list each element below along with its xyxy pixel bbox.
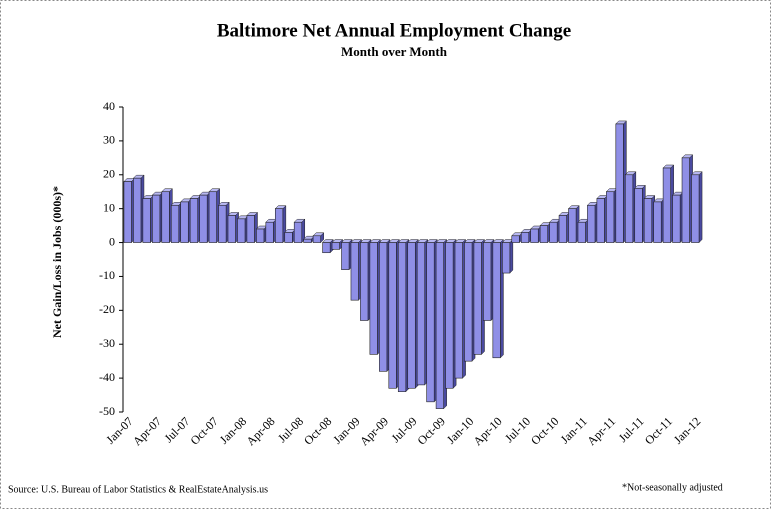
bar [624, 174, 634, 243]
bar [303, 238, 312, 243]
y-tick-label: 20 [103, 167, 115, 181]
bar [568, 208, 577, 243]
bar [539, 225, 549, 243]
bar [189, 198, 199, 243]
bar [577, 221, 586, 243]
bar [634, 188, 643, 243]
bar [341, 242, 350, 270]
bar [293, 221, 303, 243]
bar [246, 215, 255, 243]
bar [662, 167, 671, 243]
bar [643, 198, 653, 243]
y-tick-label: -30 [99, 336, 115, 350]
y-tick-label: -10 [99, 268, 115, 282]
bar [360, 242, 369, 321]
bar [445, 242, 454, 389]
bar-side [698, 171, 703, 244]
y-tick-label: 30 [103, 133, 115, 147]
bar [331, 242, 340, 250]
bar [558, 215, 567, 243]
y-tick-label: 10 [103, 200, 115, 214]
bar [170, 204, 180, 243]
source: Source: U.S. Bureau of Labor Statistics … [8, 484, 268, 495]
note: *Not-seasonally adjusted [622, 482, 723, 493]
bar [388, 242, 397, 389]
bar [312, 235, 321, 243]
bar [142, 198, 151, 243]
bar [454, 242, 463, 379]
bar [653, 201, 662, 243]
bar [265, 221, 274, 243]
bar [123, 181, 132, 243]
bar [397, 242, 407, 392]
bar [152, 194, 161, 243]
bar [322, 242, 331, 254]
bar [615, 123, 624, 243]
bar [369, 242, 378, 355]
y-tick-label: 0 [109, 234, 115, 248]
y-tick-label: -20 [99, 302, 115, 316]
bar [284, 232, 293, 243]
bar [256, 228, 265, 243]
bar [473, 242, 482, 355]
y-tick-label: -50 [99, 404, 115, 418]
bar [227, 215, 236, 243]
bar [492, 242, 501, 359]
bar [511, 235, 520, 243]
bar [520, 232, 530, 243]
y-tick-label: 40 [103, 99, 115, 113]
bar [502, 242, 511, 274]
bar [691, 174, 700, 243]
bar [596, 198, 605, 243]
bar [274, 208, 284, 243]
bar [199, 194, 208, 243]
bar [672, 194, 681, 243]
bar [379, 242, 388, 372]
chart-title: Baltimore Net Annual Employment Change [217, 20, 571, 41]
chart-subtitle: Month over Month [341, 44, 448, 59]
bar [237, 218, 246, 243]
bar [549, 221, 558, 243]
bar [161, 191, 170, 243]
bar [530, 228, 539, 243]
bar [606, 191, 615, 243]
bar-side [509, 238, 514, 274]
bar [426, 242, 435, 403]
bar [587, 204, 596, 243]
bar [681, 157, 690, 243]
bar [218, 204, 227, 243]
bar [180, 201, 189, 243]
bar [407, 242, 416, 389]
bar [464, 242, 473, 362]
bar [416, 242, 426, 386]
bar [435, 242, 444, 409]
y-axis-label: Net Gain/Loss in Jobs (000s)* [50, 186, 64, 338]
y-tick-label: -40 [99, 370, 115, 384]
bar [208, 191, 217, 243]
bar [483, 242, 492, 321]
bar [133, 177, 142, 243]
bar [350, 242, 359, 301]
